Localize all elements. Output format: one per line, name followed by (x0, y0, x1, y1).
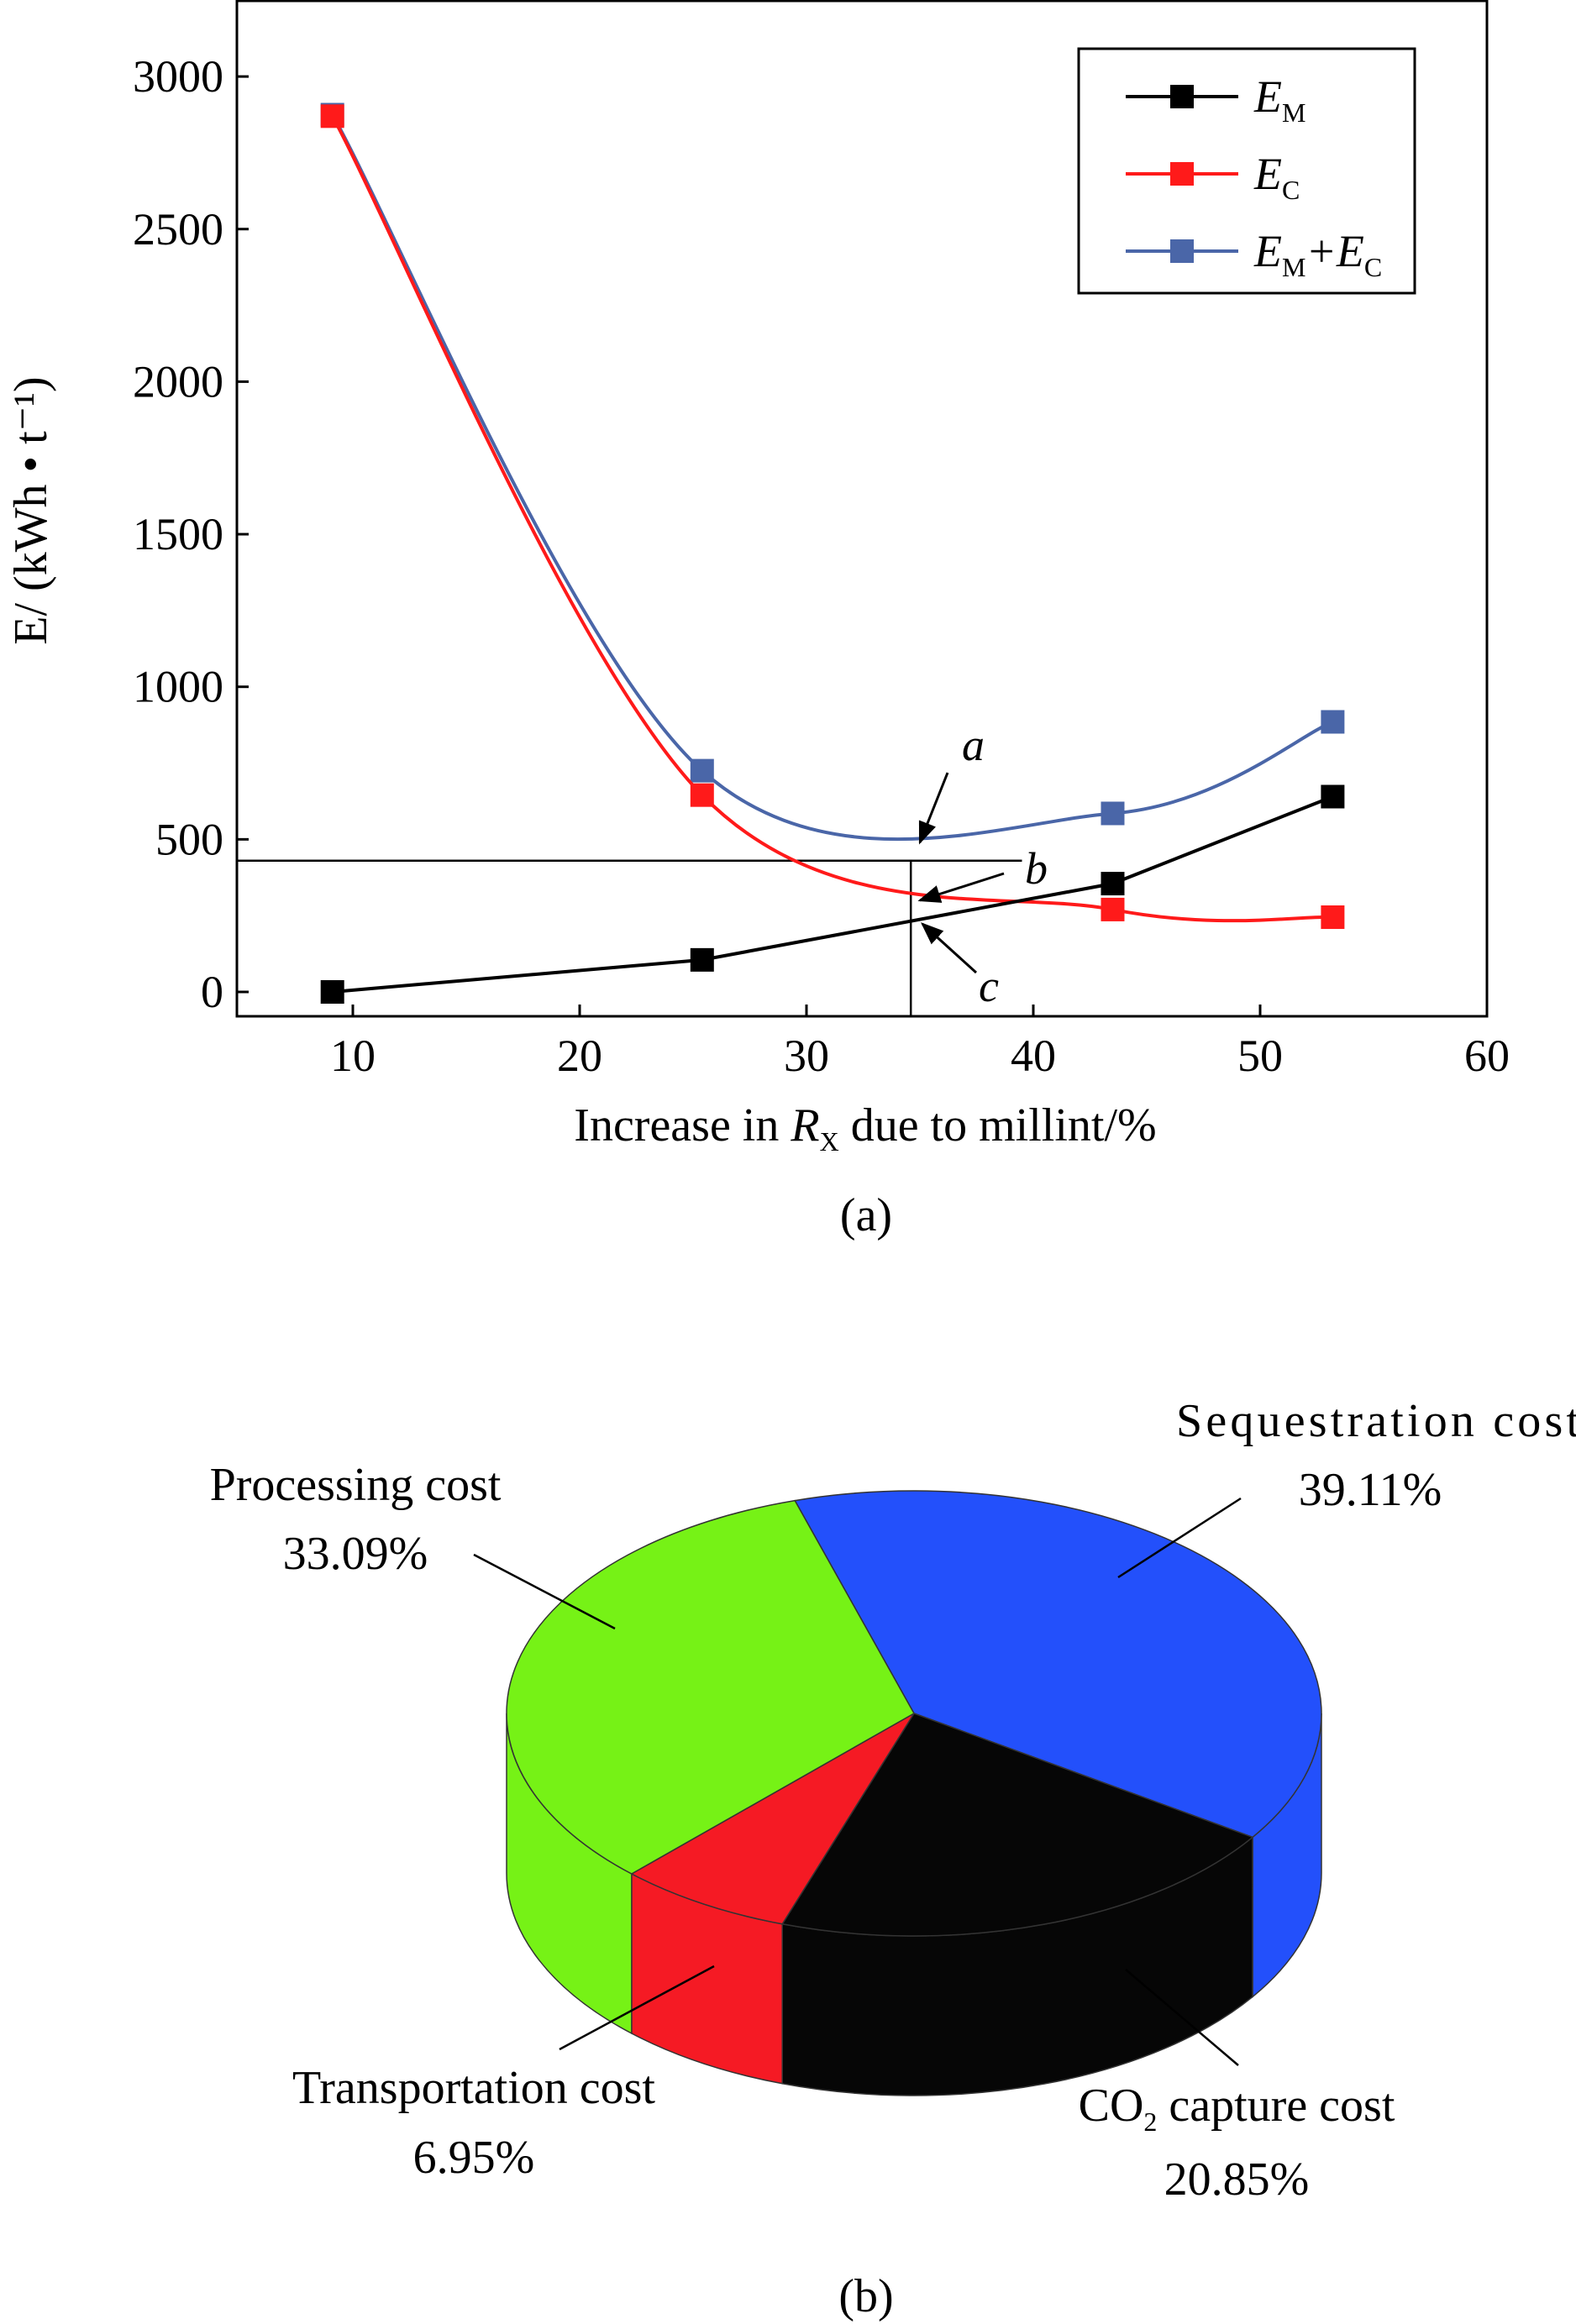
text-part: E (1253, 71, 1282, 122)
legend-marker (1170, 239, 1194, 263)
pie-slice-sequestration-cost (794, 1490, 1322, 1839)
y-tick-label: 2000 (133, 356, 223, 407)
x-tick-label: 30 (784, 1031, 829, 1081)
series-line-e-c (330, 115, 1333, 923)
plot-frame (235, 0, 1489, 1018)
pie-slices (506, 1490, 1322, 1937)
reference-lines (237, 859, 1022, 1016)
subscript: M (1282, 252, 1305, 282)
legend-label: EM​ (1253, 71, 1305, 128)
slice-label-transportation: Transportation cost (292, 2062, 655, 2114)
data-point-e-m-e-c (690, 758, 714, 783)
data-point-e-m (1321, 784, 1345, 809)
text-part: Increase in (574, 1099, 791, 1152)
subscript: X (820, 1126, 839, 1157)
text-part: E (1253, 226, 1282, 276)
legend-marker (1170, 85, 1194, 108)
data-point-e-c (320, 104, 344, 129)
series-line-e-m (332, 795, 1334, 994)
pie-labels: Sequestration cost 39.11% Processing cos… (210, 1395, 1576, 2206)
x-tick-label: 60 (1464, 1031, 1510, 1081)
text-part: C (1079, 2080, 1110, 2132)
text-part: capture cost (1157, 2080, 1395, 2132)
y-axis-label: E/ (kWh • t⁻¹) (5, 376, 57, 644)
text-part: R (790, 1099, 819, 1152)
slice-label-processing: Processing cost (210, 1459, 502, 1511)
data-point-e-c (690, 783, 714, 807)
subscript: 2 (1143, 2106, 1157, 2137)
slice-label-sequestration: Sequestration cost (1176, 1395, 1576, 1447)
leader-sequestration (1117, 1497, 1242, 1579)
legend-items: EM​ EC​ EM​+EC​ (1126, 71, 1382, 282)
legend-marker (1170, 162, 1194, 186)
text-part: + (1305, 226, 1336, 276)
subscript: C (1364, 252, 1382, 282)
panel-label-a: (a) (840, 1189, 892, 1241)
slice-value-transportation: 6.95% (413, 2132, 535, 2184)
panel-label-b: (b) (838, 2270, 893, 2322)
text-part: due to millint/% (839, 1099, 1157, 1152)
leader-processing (473, 1553, 616, 1630)
x-tick-label: 50 (1237, 1031, 1283, 1081)
leader-transportation (559, 1965, 715, 2051)
y-tick-label: 2500 (133, 204, 223, 254)
text-part: E (1253, 149, 1282, 199)
text-part: O (1110, 2080, 1143, 2132)
legend-label: EM​+EC​ (1253, 226, 1382, 282)
data-point-e-m (320, 980, 344, 1004)
arrow-c (920, 922, 978, 974)
slice-value-co2-capture: 20.85% (1164, 2154, 1310, 2206)
data-point-e-m-e-c (1101, 801, 1125, 826)
subscript: M (1282, 97, 1305, 128)
y-tick-label: 1500 (133, 509, 223, 559)
y-tick-label: 500 (155, 814, 223, 864)
y-tick-label: 3000 (133, 51, 223, 102)
annotations: a b c (917, 720, 1048, 1011)
x-tick-label: 40 (1011, 1031, 1056, 1081)
text-part: E (1336, 226, 1364, 276)
line-chart: 0 500 1000 1500 2000 2500 3000 10 20 30 40 50 60 EM​… (5, 0, 1510, 1241)
leader-co2-capture (1125, 1969, 1239, 2066)
x-tick-label: 10 (330, 1031, 376, 1081)
pie-slice-processing-cost (506, 1499, 916, 1875)
x-tick-label: 20 (557, 1031, 602, 1081)
slice-value-processing: 33.09% (283, 1528, 428, 1580)
annotation-c: c (979, 961, 999, 1011)
data-point-e-m (1101, 872, 1125, 896)
series-line-e-m-e-c (330, 113, 1334, 842)
subscript: C (1282, 175, 1300, 205)
pie-chart: Sequestration cost 39.11% Processing cos… (210, 1395, 1576, 2322)
y-tick-label: 1000 (133, 662, 223, 712)
series-group (320, 102, 1345, 1004)
data-point-e-c (1321, 905, 1345, 929)
pie-slice-transportation-cost (630, 1713, 915, 1925)
data-point-e-c (1101, 897, 1125, 921)
axis-ticks: 0 500 1000 1500 2000 2500 3000 10 20 30 40 50 60 (133, 51, 1510, 1081)
arrow-b (917, 872, 1005, 903)
data-point-e-m (690, 947, 714, 972)
annotation-a: a (962, 720, 985, 770)
slice-value-sequestration: 39.11% (1299, 1464, 1442, 1516)
legend-label: EC​ (1253, 149, 1300, 205)
y-tick-label: 0 (201, 967, 223, 1017)
arrow-a (918, 772, 949, 845)
legend: EM​ EC​ EM​+EC​ (1077, 47, 1416, 295)
x-axis-label: Increase in RX​ due to millint/% (574, 1099, 1156, 1157)
annotation-b: b (1025, 843, 1048, 894)
pie-slice-co-2-capture-cost (781, 1713, 1254, 1937)
data-point-e-m-e-c (1321, 710, 1345, 734)
slice-label-co2-capture: CO2​ capture cost (1079, 2080, 1395, 2137)
